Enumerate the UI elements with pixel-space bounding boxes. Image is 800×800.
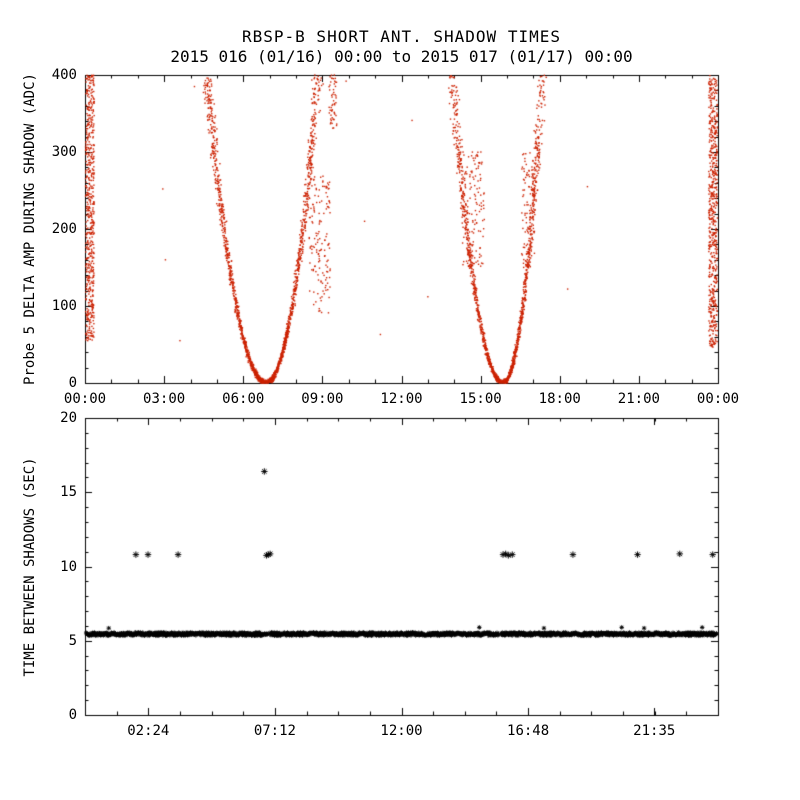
top-panel-y-tick-label: 400 [51, 67, 77, 83]
bottom-panel-x-tick-label: 02:24 [127, 723, 170, 739]
top-panel-x-tick-label: 09:00 [301, 391, 344, 407]
bottom-panel-y-tick-label: 5 [68, 632, 77, 649]
top-panel-y-tick-label: 300 [51, 144, 77, 160]
top-panel-x-tick-label: 15:00 [459, 391, 502, 407]
bottom-panel-y-tick-label: 20 [60, 410, 77, 426]
top-panel-y-tick-label: 100 [51, 298, 77, 314]
top-panel-y-tick-label: 200 [51, 221, 77, 237]
bottom-panel-y-tick-label: 10 [60, 558, 77, 575]
top-panel-x-tick-label: 00:00 [63, 391, 107, 407]
top-panel-x-tick-label: 12:00 [380, 391, 423, 407]
top-panel-x-tick-label: 00:00 [696, 391, 740, 407]
bottom-panel-y-tick-label: 0 [68, 707, 77, 723]
top-panel-x-tick-label: 18:00 [538, 391, 581, 407]
bottom-panel-x-tick-label: 16:48 [507, 723, 550, 739]
top-panel-x-tick-label: 21:00 [617, 391, 660, 407]
top-panel-x-tick-label: 06:00 [222, 391, 265, 407]
top-panel-y-tick-label: 0 [68, 375, 77, 391]
bottom-panel-y-tick-label: 15 [60, 484, 77, 501]
bottom-panel-x-tick-label: 12:00 [380, 723, 423, 739]
top-panel-x-tick-label: 03:00 [143, 391, 186, 407]
bottom-panel-x-tick-label: 21:35 [633, 723, 676, 739]
bottom-panel-x-tick-label: 07:12 [253, 723, 296, 739]
